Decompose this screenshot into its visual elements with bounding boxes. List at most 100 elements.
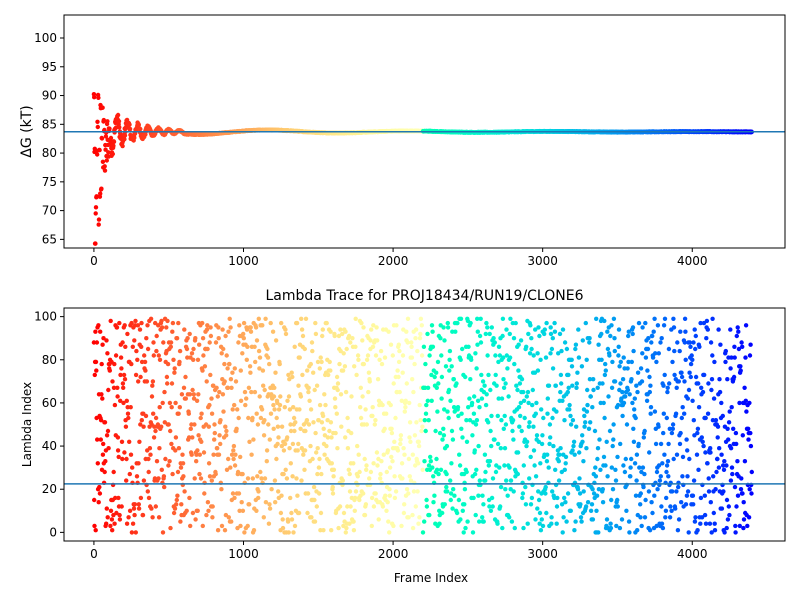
lambda-trace-point (748, 430, 753, 436)
lambda-trace-point (640, 325, 645, 330)
lambda-trace-point (488, 428, 493, 434)
lambda-trace-point (419, 353, 425, 358)
lambda-trace-point (466, 344, 471, 349)
lambda-trace-point (684, 437, 689, 442)
lambda-trace-point (609, 385, 615, 390)
lambda-trace-point (330, 491, 336, 496)
lambda-trace-point (197, 342, 202, 347)
lambda-trace-point (340, 331, 345, 337)
lambda-trace-point (128, 405, 133, 410)
lambda-trace-point (213, 471, 218, 477)
lambda-trace-point (520, 491, 526, 496)
lambda-trace-point (536, 497, 542, 503)
lambda-trace-point (269, 487, 274, 492)
lambda-trace-point (437, 521, 442, 526)
lambda-trace-point (575, 370, 580, 375)
lambda-trace-point (134, 348, 139, 354)
lambda-trace-point (634, 452, 640, 457)
lambda-trace-point (656, 351, 661, 356)
free-energy-point (103, 134, 109, 139)
lambda-trace-point (407, 400, 412, 406)
lambda-trace-point (501, 355, 506, 360)
lambda-trace-point (330, 484, 335, 490)
lambda-trace-point (377, 357, 382, 362)
free-energy-point (116, 119, 122, 124)
lambda-trace-point (587, 336, 592, 341)
lambda-trace-point (342, 364, 348, 369)
lambda-trace-point (449, 461, 454, 466)
lambda-trace-point (346, 467, 351, 472)
lambda-trace-point (231, 456, 236, 462)
lambda-trace-point (560, 327, 566, 332)
lambda-trace-point (98, 418, 104, 423)
lambda-trace-point (570, 418, 576, 423)
lambda-trace-point (187, 392, 193, 397)
lambda-trace-point (93, 528, 98, 533)
lambda-trace-point (192, 422, 197, 427)
lambda-trace-point (607, 353, 612, 358)
lambda-trace-point (341, 351, 346, 356)
lambda-trace-point (302, 448, 308, 453)
free-energy-point (95, 152, 100, 157)
free-energy-point (93, 205, 99, 210)
lambda-trace-point (600, 500, 606, 505)
lambda-trace-point (96, 500, 101, 505)
lambda-trace-point (655, 487, 660, 492)
lambda-trace-point (108, 318, 113, 324)
lambda-trace-point (581, 459, 586, 464)
lambda-trace-point (174, 502, 179, 507)
free-energy-point (92, 95, 97, 100)
lambda-trace-point (390, 459, 395, 464)
lambda-trace-point (260, 368, 266, 373)
lambda-trace-point (225, 366, 230, 371)
free-energy-point (127, 126, 133, 132)
lambda-trace-point (594, 316, 599, 321)
lambda-trace-point (544, 510, 549, 516)
lambda-trace-point (731, 426, 736, 431)
lambda-trace-point (629, 377, 634, 382)
lambda-trace-point (580, 439, 585, 444)
lambda-trace-point (289, 510, 294, 516)
lambda-trace-point (165, 361, 171, 367)
lambda-trace-point (291, 415, 297, 421)
lambda-trace-point (710, 316, 715, 321)
lambda-trace-point (686, 387, 692, 393)
lambda-trace-point (640, 465, 646, 470)
lambda-trace-point (407, 420, 413, 425)
lambda-trace-point (714, 469, 719, 475)
lambda-trace-point (404, 381, 409, 386)
lambda-trace-point (248, 329, 254, 334)
lambda-trace-point (364, 357, 370, 362)
lambda-trace-point (409, 355, 415, 360)
lambda-trace-point (400, 476, 405, 481)
lambda-trace-point (666, 474, 671, 479)
lambda-trace-point (645, 368, 650, 373)
lambda-trace-point (422, 519, 427, 524)
lambda-trace-point (195, 357, 201, 362)
lambda-trace-point (683, 502, 689, 507)
lambda-trace-point (705, 327, 710, 332)
lambda-trace-point (238, 398, 244, 403)
free-energy-x-tick-label: 4000 (677, 254, 708, 268)
lambda-trace-point (427, 353, 432, 358)
free-energy-point (96, 217, 102, 222)
lambda-trace-point (553, 383, 558, 388)
lambda-trace-point (362, 456, 367, 462)
lambda-trace-point (530, 387, 535, 393)
lambda-trace-point (429, 398, 434, 403)
lambda-trace-point (257, 355, 263, 360)
lambda-trace-point (555, 495, 560, 501)
lambda-trace-point (596, 530, 601, 535)
lambda-trace-point (495, 521, 500, 526)
lambda-trace-point (590, 487, 595, 492)
lambda-trace-point (711, 474, 716, 479)
lambda-trace-point (319, 420, 325, 425)
lambda-trace-point (606, 394, 611, 399)
lambda-trace-point (232, 463, 238, 468)
lambda-trace-point (351, 461, 356, 466)
lambda-trace-point (703, 415, 708, 421)
lambda-trace-point (506, 394, 511, 399)
lambda-trace-point (254, 508, 259, 513)
lambda-trace-point (403, 398, 408, 403)
lambda-trace-point (202, 491, 207, 496)
